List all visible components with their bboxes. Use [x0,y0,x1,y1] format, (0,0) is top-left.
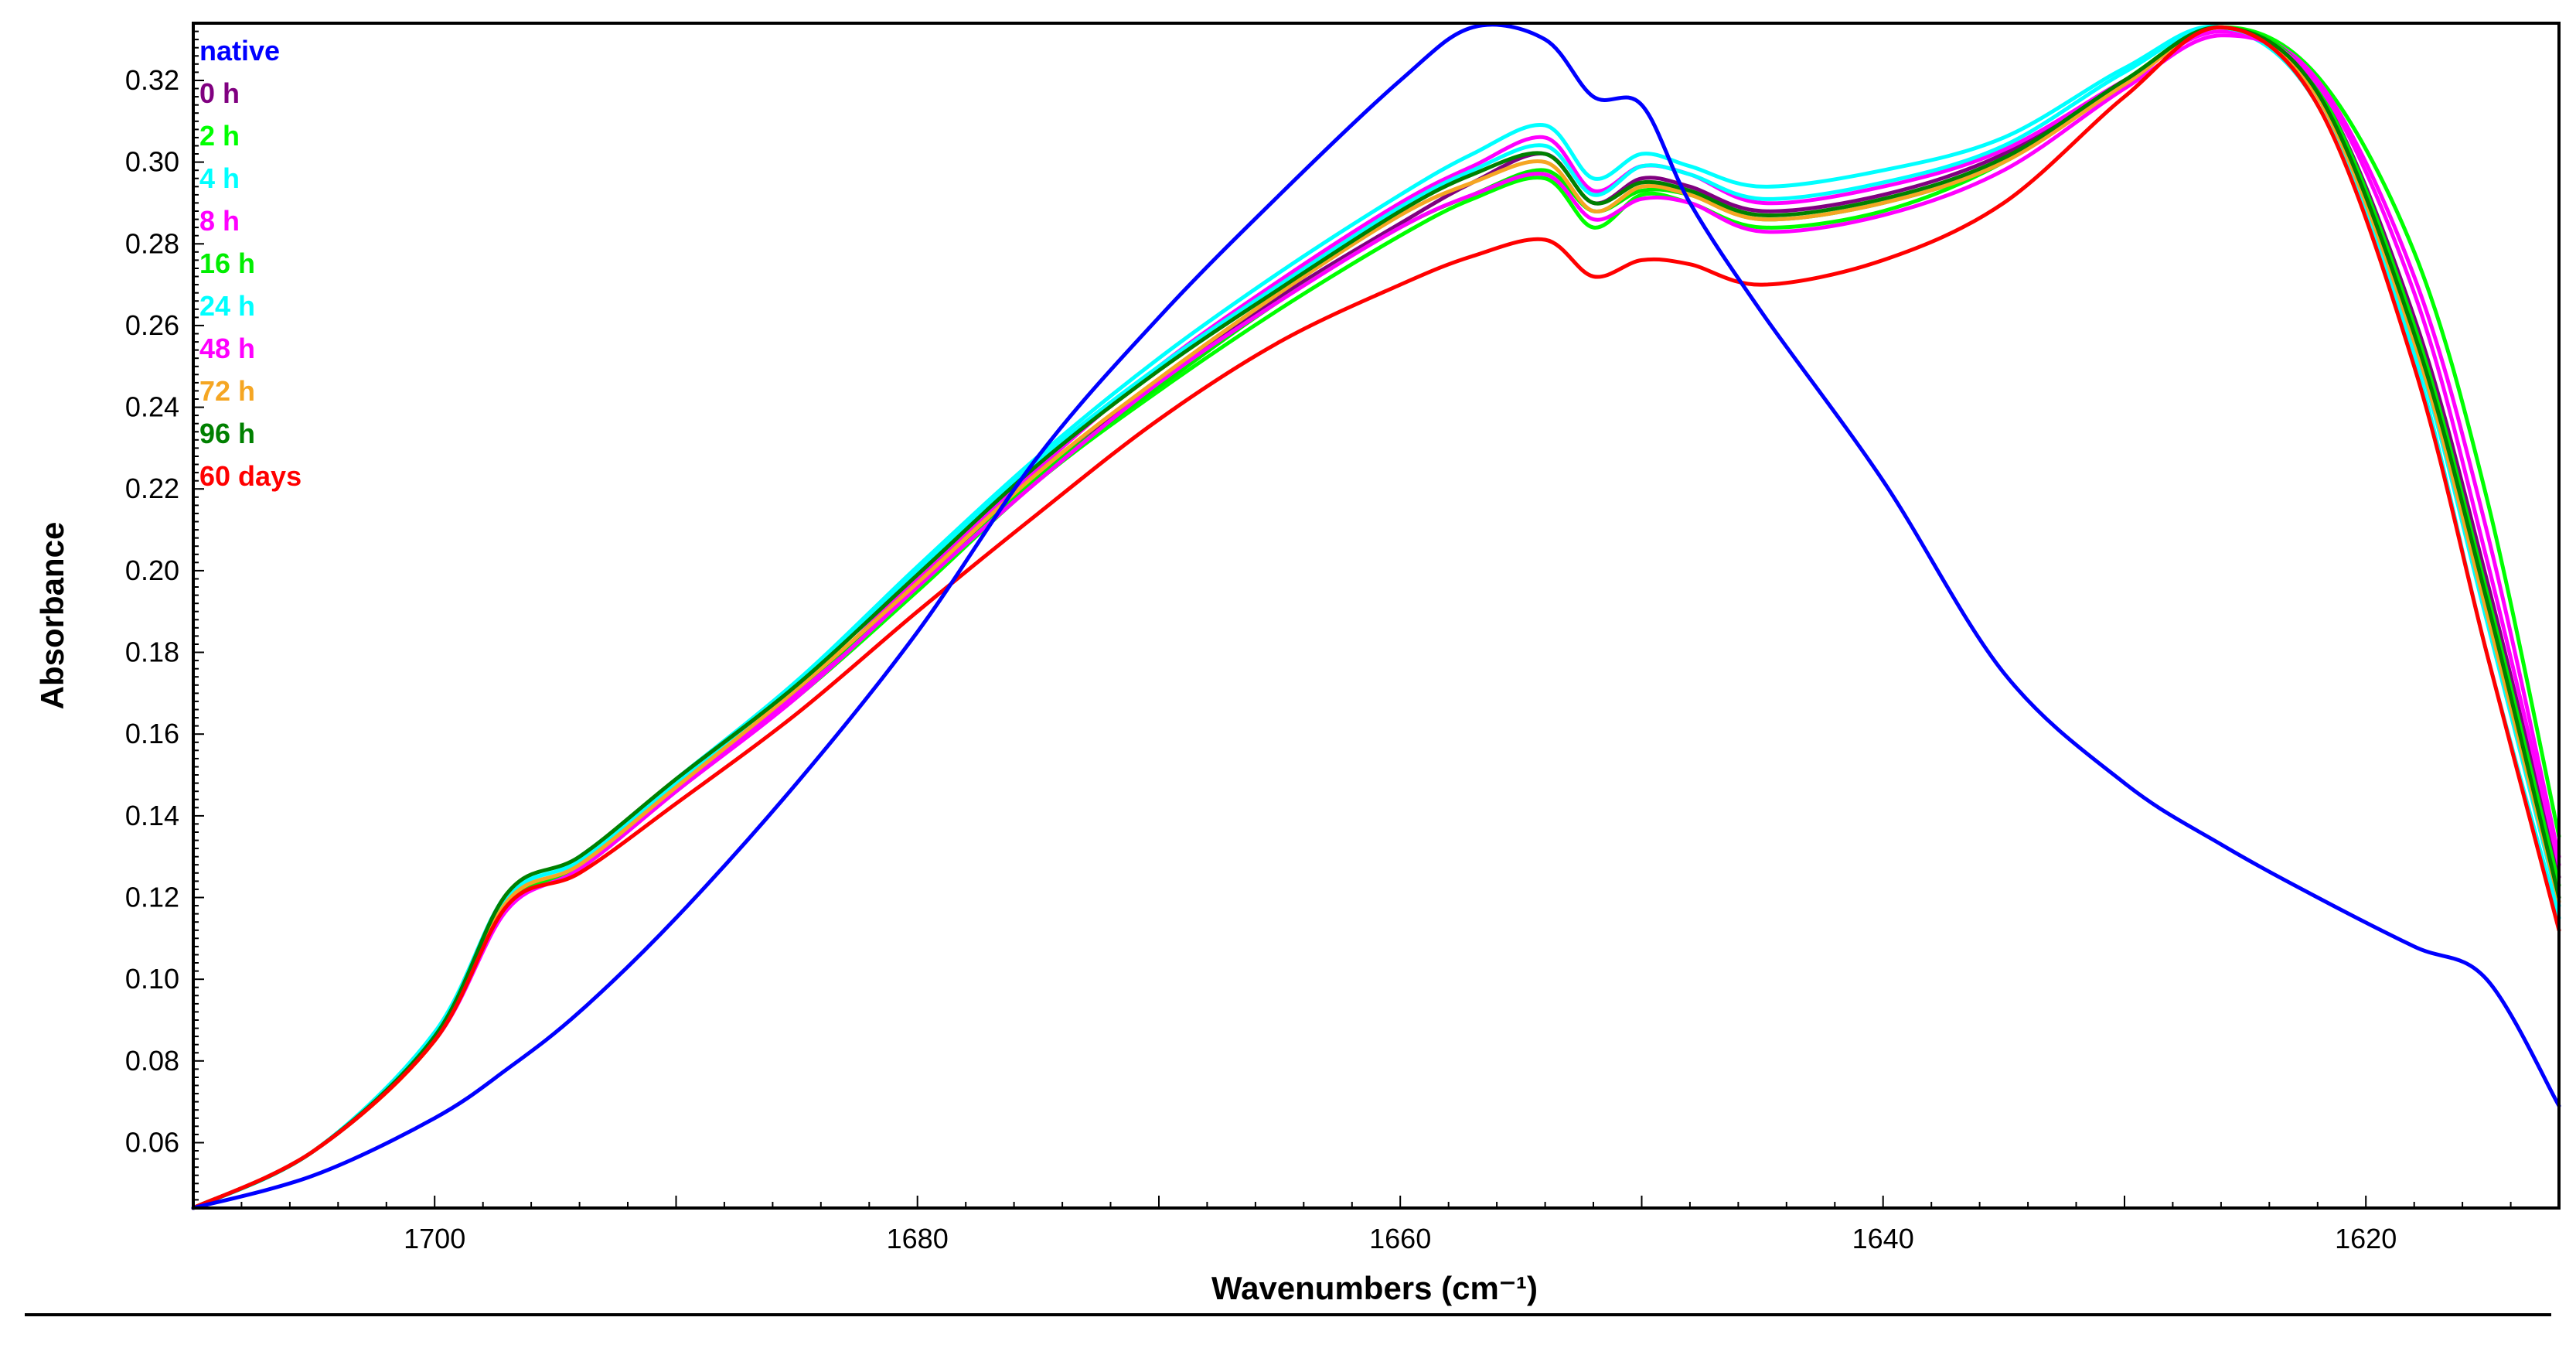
series-line-60-days [191,25,2561,1210]
x-tick-label: 1620 [2335,1223,2397,1254]
x-axis: 1700 1680 1660 1640 1620 [240,1196,2560,1254]
legend: native 0 h 2 h 4 h 8 h 16 h 24 h 48 h 72 h 96 h 60… [199,35,302,492]
legend-item-0-h: 0 h [199,77,240,109]
y-tick-label: 0.08 [125,1045,179,1077]
x-tick-label: 1700 [404,1223,465,1254]
plot-frame [192,22,2561,1210]
x-axis-title: Wavenumbers (cm⁻¹) [1211,1270,1538,1306]
legend-item-24-h: 24 h [199,290,255,322]
y-tick-label: 0.32 [125,64,179,96]
y-tick-label: 0.18 [125,636,179,668]
legend-item-4-h: 4 h [199,162,240,194]
y-tick-label: 0.26 [125,309,179,341]
legend-item-72-h: 72 h [199,375,255,407]
y-tick-label: 0.30 [125,146,179,178]
legend-item-2-h: 2 h [199,120,240,152]
y-axis: 0.06 0.08 0.10 0.12 0.14 0.16 0.18 0.20 0.22 0.24… [125,22,204,1201]
legend-item-native: native [199,35,280,67]
series-line-48-h [191,33,2561,1210]
y-tick-label: 0.10 [125,963,179,995]
y-tick-label: 0.12 [125,882,179,913]
y-tick-label: 0.06 [125,1127,179,1159]
curves-group [191,22,2561,1210]
legend-item-8-h: 8 h [199,205,240,237]
legend-item-96-h: 96 h [199,418,255,449]
legend-item-60-days: 60 days [199,460,302,492]
x-tick-label: 1640 [1852,1223,1914,1254]
x-tick-label: 1660 [1369,1223,1431,1254]
y-tick-label: 0.24 [125,391,179,423]
series-line-72-h [191,25,2561,1210]
y-axis-title: Absorbance [34,522,70,710]
legend-item-16-h: 16 h [199,247,255,279]
legend-item-48-h: 48 h [199,333,255,364]
y-tick-label: 0.28 [125,227,179,259]
x-tick-label: 1680 [887,1223,949,1254]
series-line-96-h [191,25,2561,1210]
y-tick-label: 0.22 [125,473,179,504]
y-tick-label: 0.20 [125,555,179,586]
y-tick-label: 0.14 [125,800,179,831]
y-tick-label: 0.16 [125,718,179,749]
series-line-native [191,22,2561,1210]
